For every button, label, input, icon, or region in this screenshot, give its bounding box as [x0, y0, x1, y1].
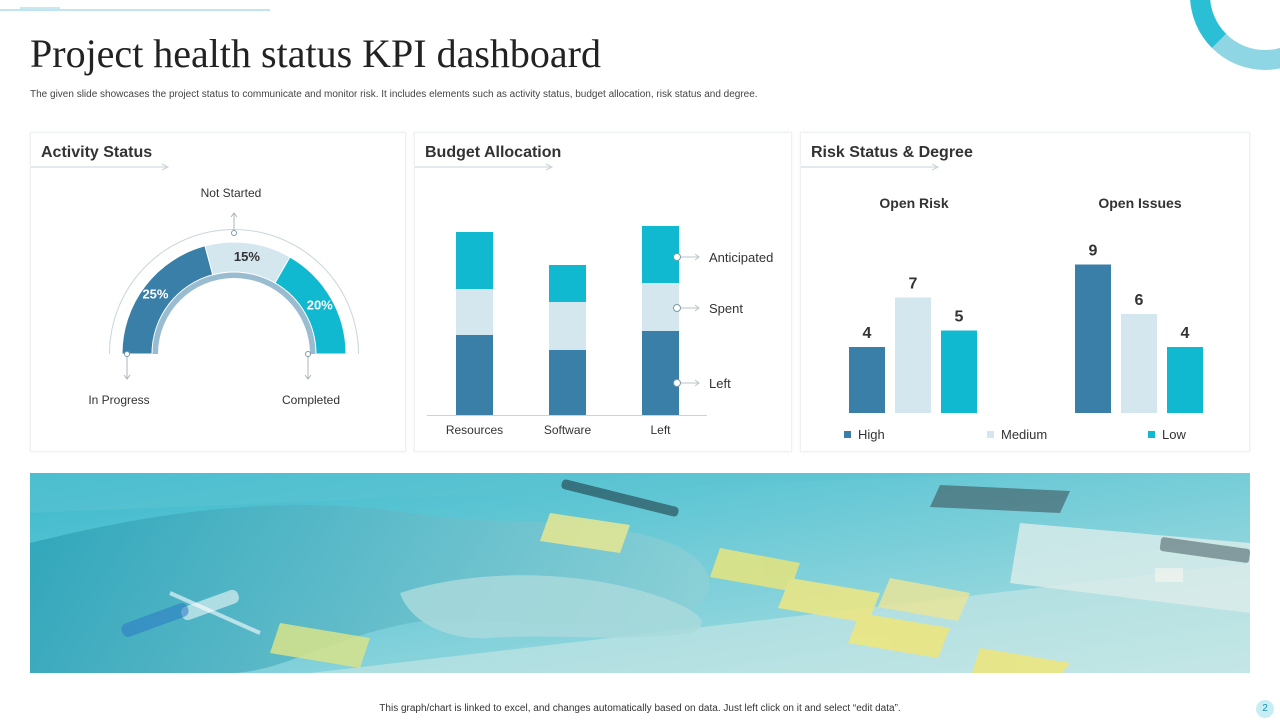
bar-value-label: 4 [1181, 325, 1190, 342]
callout-arrow-icon [694, 379, 700, 387]
series-label: Anticipated [709, 250, 773, 265]
callout-arrow-icon [694, 253, 700, 261]
bar-software-left [549, 350, 586, 415]
bar-open-issues-high [1075, 264, 1111, 413]
segment-label: Completed [282, 393, 340, 407]
category-label: Resources [446, 423, 503, 437]
segment-label: Not Started [201, 186, 262, 200]
bar-value-label: 7 [909, 276, 918, 293]
title-arrow-icon [31, 163, 170, 171]
legend-swatch [1148, 431, 1155, 438]
bar-left-spent [642, 283, 679, 331]
risk-status-chart[interactable]: Open Risk 4 7 5 Open Issues 9 6 4 High Medium Low [801, 133, 1251, 453]
bar-value-label: 4 [863, 325, 872, 342]
bar-open-issues-medium [1121, 314, 1157, 413]
legend-label: Medium [1001, 427, 1047, 442]
leader-dot [305, 351, 311, 357]
bar-value-label: 5 [955, 309, 964, 326]
gauge-value-label: 20% [307, 298, 333, 313]
bar-resources-left [456, 335, 493, 415]
title-arrow-icon [415, 163, 554, 171]
bar-open-issues-low [1167, 347, 1203, 413]
page-title: Project health status KPI dashboard [30, 31, 601, 76]
page-subtitle: The given slide showcases the project st… [30, 89, 758, 100]
top-accent-line [0, 0, 280, 11]
activity-status-title: Activity Status [41, 144, 153, 161]
callout-dot [673, 304, 681, 312]
category-label: Left [650, 423, 671, 437]
bar-value-label: 9 [1089, 243, 1098, 260]
risk-status-card[interactable]: Risk Status & Degree Open Risk 4 7 5 Open Is… [800, 132, 1250, 452]
budget-allocation-chart[interactable]: Resources Software Left Anticipated Spent Lef… [415, 133, 793, 453]
leader-dot [124, 351, 130, 357]
leader-arrow-icon [304, 374, 312, 380]
risk-status-title: Risk Status & Degree [811, 144, 973, 161]
bar-resources-spent [456, 289, 493, 335]
category-label: Software [544, 423, 592, 437]
series-label: Left [709, 376, 731, 391]
footer-note: This graph/chart is linked to excel, and… [379, 703, 901, 714]
page-number: 2 [1256, 700, 1274, 718]
bar-resources-anticipated [456, 232, 493, 289]
activity-status-card[interactable]: Activity Status 25% 15% 20% In Progress Not … [30, 132, 406, 452]
gauge-segment-completed [274, 256, 347, 355]
bar-software-spent [549, 302, 586, 350]
budget-allocation-card[interactable]: Budget Allocation Resources Software Left A… [414, 132, 792, 452]
bar-open-risk-high [849, 347, 885, 413]
activity-status-gauge[interactable]: 25% 15% 20% In Progress Not Started Completed [31, 133, 407, 453]
group-title: Open Risk [879, 195, 948, 211]
gauge-value-label: 15% [234, 249, 260, 264]
budget-allocation-title: Budget Allocation [425, 144, 562, 161]
sticky-notes-photo [30, 473, 1250, 673]
legend-label: High [858, 427, 885, 442]
title-arrow-icon [801, 163, 940, 171]
leader-arrow-icon [123, 374, 131, 380]
gauge-value-label: 25% [142, 287, 168, 302]
callout-dot [673, 253, 681, 261]
callout-dot [673, 379, 681, 387]
leader-arrow-icon [230, 212, 238, 218]
legend-swatch [844, 431, 851, 438]
legend-label: Low [1162, 427, 1186, 442]
group-title: Open Issues [1098, 195, 1181, 211]
callout-arrow-icon [694, 304, 700, 312]
legend-swatch [987, 431, 994, 438]
bar-value-label: 6 [1135, 292, 1144, 309]
segment-label: In Progress [88, 393, 149, 407]
bar-open-risk-medium [895, 297, 931, 413]
bar-open-risk-low [941, 330, 977, 413]
bar-left-anticipated [642, 226, 679, 283]
decorative-ring [1190, 0, 1280, 70]
leader-dot [231, 230, 237, 236]
bar-software-anticipated [549, 265, 586, 302]
series-label: Spent [709, 301, 743, 316]
bar-left-left [642, 331, 679, 415]
